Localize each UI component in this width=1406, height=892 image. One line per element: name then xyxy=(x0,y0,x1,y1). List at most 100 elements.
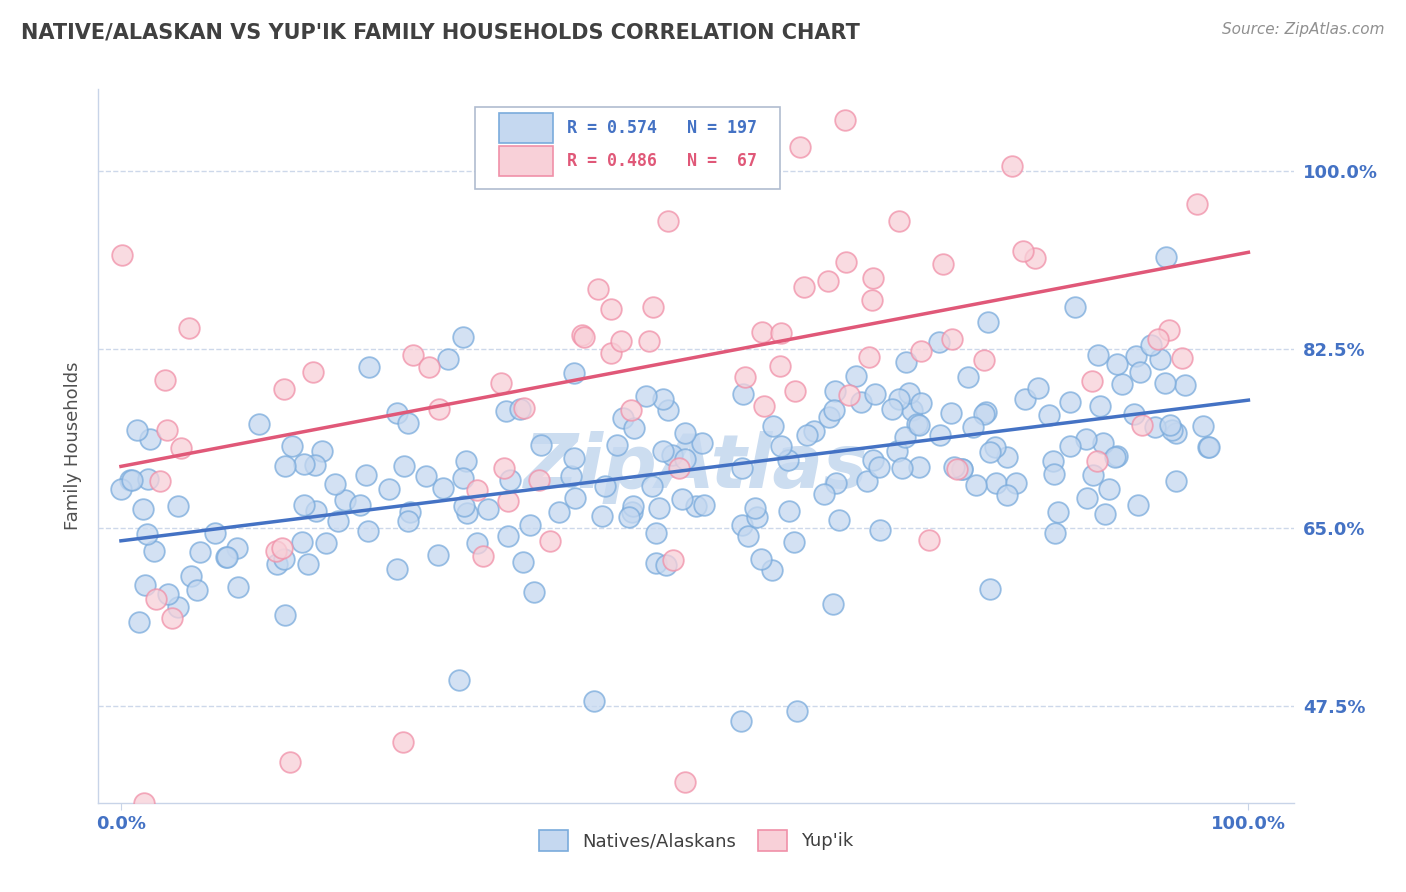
Point xyxy=(215,549,238,564)
Point xyxy=(226,541,249,555)
Point xyxy=(979,582,1001,597)
Point xyxy=(651,392,673,407)
Point xyxy=(560,469,582,483)
Point xyxy=(851,394,873,409)
Point xyxy=(858,350,880,364)
Text: ZipAtlas: ZipAtlas xyxy=(523,431,869,504)
Point xyxy=(910,396,932,410)
Text: Source: ZipAtlas.com: Source: ZipAtlas.com xyxy=(1222,22,1385,37)
Point xyxy=(111,248,134,262)
Point xyxy=(451,471,474,485)
Point xyxy=(392,458,415,473)
Point xyxy=(641,478,664,492)
Point xyxy=(1042,453,1064,467)
Point xyxy=(617,509,640,524)
Point xyxy=(621,499,644,513)
Point xyxy=(354,467,377,482)
Point xyxy=(973,353,995,368)
Point xyxy=(513,401,536,416)
Point xyxy=(995,450,1018,465)
Point xyxy=(1191,418,1213,433)
Point xyxy=(1088,399,1111,413)
Point xyxy=(378,482,401,496)
Point xyxy=(671,491,693,506)
Point xyxy=(135,526,157,541)
Point xyxy=(274,607,297,622)
Y-axis label: Family Households: Family Households xyxy=(63,362,82,530)
Point xyxy=(292,458,315,472)
Point xyxy=(950,462,973,476)
FancyBboxPatch shape xyxy=(475,107,780,189)
Point xyxy=(349,498,371,512)
Point xyxy=(979,445,1001,459)
Point xyxy=(898,385,921,400)
Point xyxy=(396,514,419,528)
Point xyxy=(821,597,844,611)
Point xyxy=(1149,351,1171,366)
Point xyxy=(1081,467,1104,482)
Point xyxy=(1174,377,1197,392)
Point xyxy=(657,213,679,227)
Point xyxy=(548,505,571,519)
Point xyxy=(645,526,668,541)
Point xyxy=(1014,392,1036,406)
Point xyxy=(868,459,890,474)
Point xyxy=(813,487,835,501)
Point xyxy=(1005,475,1028,490)
Point xyxy=(1123,407,1146,421)
Point xyxy=(835,254,858,268)
Point xyxy=(519,517,541,532)
Point xyxy=(217,549,239,564)
Point xyxy=(886,444,908,458)
Point xyxy=(1045,526,1067,541)
Point xyxy=(655,558,678,573)
FancyBboxPatch shape xyxy=(499,113,553,144)
Point xyxy=(392,734,415,748)
Point xyxy=(887,214,910,228)
Point xyxy=(882,401,904,416)
Point xyxy=(745,509,768,524)
Point xyxy=(121,473,143,487)
Point xyxy=(789,140,811,154)
Point xyxy=(751,325,773,339)
Point xyxy=(467,483,489,498)
Point xyxy=(1164,475,1187,489)
Point xyxy=(965,478,987,492)
Point xyxy=(200,857,222,871)
Point xyxy=(1087,348,1109,362)
Point xyxy=(179,321,201,335)
Point xyxy=(910,344,932,359)
Point xyxy=(901,403,924,417)
Point xyxy=(1094,507,1116,521)
Point xyxy=(600,346,623,360)
Point xyxy=(612,411,634,425)
Point xyxy=(166,599,188,614)
Point xyxy=(1146,332,1168,346)
Point xyxy=(402,348,425,362)
Point xyxy=(786,704,808,718)
Point xyxy=(418,360,440,375)
Text: R = 0.486   N =  67: R = 0.486 N = 67 xyxy=(567,152,756,169)
Point xyxy=(770,439,793,453)
Point xyxy=(170,441,193,455)
Point xyxy=(734,370,756,384)
Point xyxy=(562,366,585,380)
Point xyxy=(648,501,671,516)
Point xyxy=(863,386,886,401)
Point xyxy=(845,368,868,383)
Point xyxy=(974,405,997,419)
Point xyxy=(860,293,883,307)
Point xyxy=(273,552,295,566)
Point xyxy=(977,315,1000,329)
Point xyxy=(273,458,295,473)
Point xyxy=(862,452,884,467)
Point xyxy=(783,384,806,398)
Point xyxy=(673,425,696,440)
Point xyxy=(449,673,471,688)
Point xyxy=(761,563,783,577)
Point xyxy=(1125,349,1147,363)
Point xyxy=(1043,467,1066,482)
Point xyxy=(1059,439,1081,453)
Point xyxy=(796,428,818,442)
Point xyxy=(908,459,931,474)
